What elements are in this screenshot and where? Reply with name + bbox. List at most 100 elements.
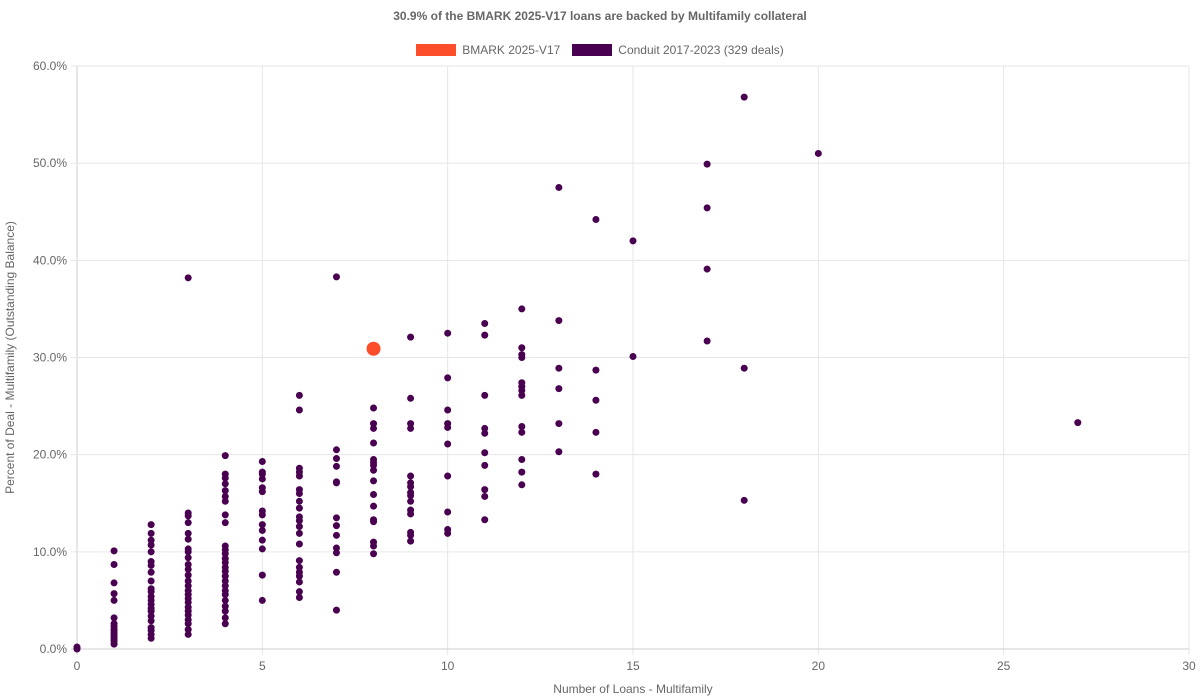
conduit-point[interactable] <box>592 470 600 478</box>
conduit-point[interactable] <box>481 516 489 524</box>
conduit-point[interactable] <box>370 516 378 524</box>
conduit-point[interactable] <box>740 496 748 504</box>
conduit-point[interactable] <box>407 479 415 487</box>
conduit-point[interactable] <box>1074 419 1082 427</box>
conduit-point[interactable] <box>184 554 192 562</box>
conduit-point[interactable] <box>332 478 340 486</box>
conduit-point[interactable] <box>221 572 229 580</box>
conduit-point[interactable] <box>444 406 452 414</box>
conduit-point[interactable] <box>221 492 229 500</box>
conduit-point[interactable] <box>184 626 192 634</box>
conduit-point[interactable] <box>110 614 118 622</box>
conduit-point[interactable] <box>147 612 155 620</box>
conduit-point[interactable] <box>555 420 563 428</box>
conduit-point[interactable] <box>370 466 378 474</box>
conduit-point[interactable] <box>370 550 378 558</box>
conduit-point[interactable] <box>184 571 192 579</box>
conduit-point[interactable] <box>481 486 489 494</box>
conduit-point[interactable] <box>332 549 340 557</box>
conduit-point[interactable] <box>295 557 303 565</box>
conduit-point[interactable] <box>332 568 340 576</box>
conduit-point[interactable] <box>332 273 340 281</box>
conduit-point[interactable] <box>295 504 303 512</box>
conduit-point[interactable] <box>184 587 192 595</box>
conduit-point[interactable] <box>295 406 303 414</box>
conduit-point[interactable] <box>370 420 378 428</box>
conduit-point[interactable] <box>518 422 526 430</box>
conduit-point[interactable] <box>184 509 192 517</box>
conduit-point[interactable] <box>332 522 340 530</box>
conduit-point[interactable] <box>407 537 415 545</box>
conduit-point[interactable] <box>184 535 192 543</box>
conduit-point[interactable] <box>332 462 340 470</box>
conduit-point[interactable] <box>295 497 303 505</box>
conduit-point[interactable] <box>147 541 155 549</box>
conduit-point[interactable] <box>592 428 600 436</box>
conduit-point[interactable] <box>481 429 489 437</box>
conduit-point[interactable] <box>184 565 192 573</box>
conduit-point[interactable] <box>444 472 452 480</box>
conduit-point[interactable] <box>481 492 489 500</box>
conduit-point[interactable] <box>703 204 711 212</box>
conduit-point[interactable] <box>110 579 118 587</box>
conduit-point[interactable] <box>221 511 229 519</box>
conduit-point[interactable] <box>481 449 489 457</box>
conduit-point[interactable] <box>370 538 378 546</box>
conduit-point[interactable] <box>370 456 378 464</box>
conduit-point[interactable] <box>444 440 452 448</box>
conduit-point[interactable] <box>184 616 192 624</box>
conduit-point[interactable] <box>258 468 266 476</box>
conduit-point[interactable] <box>518 305 526 313</box>
conduit-point[interactable] <box>147 617 155 625</box>
conduit-point[interactable] <box>221 487 229 495</box>
conduit-point[interactable] <box>481 424 489 432</box>
conduit-point[interactable] <box>221 563 229 571</box>
conduit-point[interactable] <box>407 333 415 341</box>
conduit-point[interactable] <box>518 351 526 359</box>
conduit-point[interactable] <box>295 588 303 596</box>
conduit-point[interactable] <box>592 396 600 404</box>
conduit-point[interactable] <box>518 456 526 464</box>
conduit-point[interactable] <box>444 329 452 337</box>
conduit-point[interactable] <box>407 497 415 505</box>
conduit-point[interactable] <box>295 568 303 576</box>
conduit-point[interactable] <box>295 540 303 548</box>
conduit-point[interactable] <box>147 521 155 529</box>
conduit-point[interactable] <box>332 531 340 539</box>
conduit-point[interactable] <box>184 529 192 537</box>
conduit-point[interactable] <box>184 519 192 527</box>
conduit-point[interactable] <box>221 542 229 550</box>
conduit-point[interactable] <box>147 568 155 576</box>
conduit-point[interactable] <box>295 563 303 571</box>
conduit-point[interactable] <box>332 606 340 614</box>
conduit-point[interactable] <box>295 529 303 537</box>
conduit-point[interactable] <box>370 491 378 499</box>
conduit-point[interactable] <box>518 468 526 476</box>
conduit-point[interactable] <box>407 424 415 432</box>
conduit-point[interactable] <box>518 391 526 399</box>
conduit-point[interactable] <box>184 545 192 553</box>
conduit-point[interactable] <box>740 93 748 101</box>
conduit-point[interactable] <box>814 149 822 157</box>
conduit-point[interactable] <box>110 620 118 628</box>
conduit-point[interactable] <box>295 513 303 521</box>
conduit-point[interactable] <box>444 508 452 516</box>
conduit-point[interactable] <box>740 364 748 372</box>
conduit-point[interactable] <box>221 607 229 615</box>
conduit-point[interactable] <box>184 274 192 282</box>
conduit-point[interactable] <box>147 585 155 593</box>
conduit-point[interactable] <box>555 448 563 456</box>
conduit-point[interactable] <box>295 578 303 586</box>
conduit-point[interactable] <box>110 596 118 604</box>
conduit-point[interactable] <box>221 602 229 610</box>
conduit-point[interactable] <box>555 317 563 325</box>
conduit-point[interactable] <box>258 507 266 515</box>
conduit-point[interactable] <box>221 582 229 590</box>
conduit-point[interactable] <box>295 594 303 602</box>
conduit-point[interactable] <box>221 614 229 622</box>
conduit-point[interactable] <box>221 587 229 595</box>
conduit-point[interactable] <box>481 319 489 327</box>
conduit-point[interactable] <box>555 364 563 372</box>
conduit-point[interactable] <box>221 577 229 585</box>
conduit-point[interactable] <box>555 385 563 393</box>
